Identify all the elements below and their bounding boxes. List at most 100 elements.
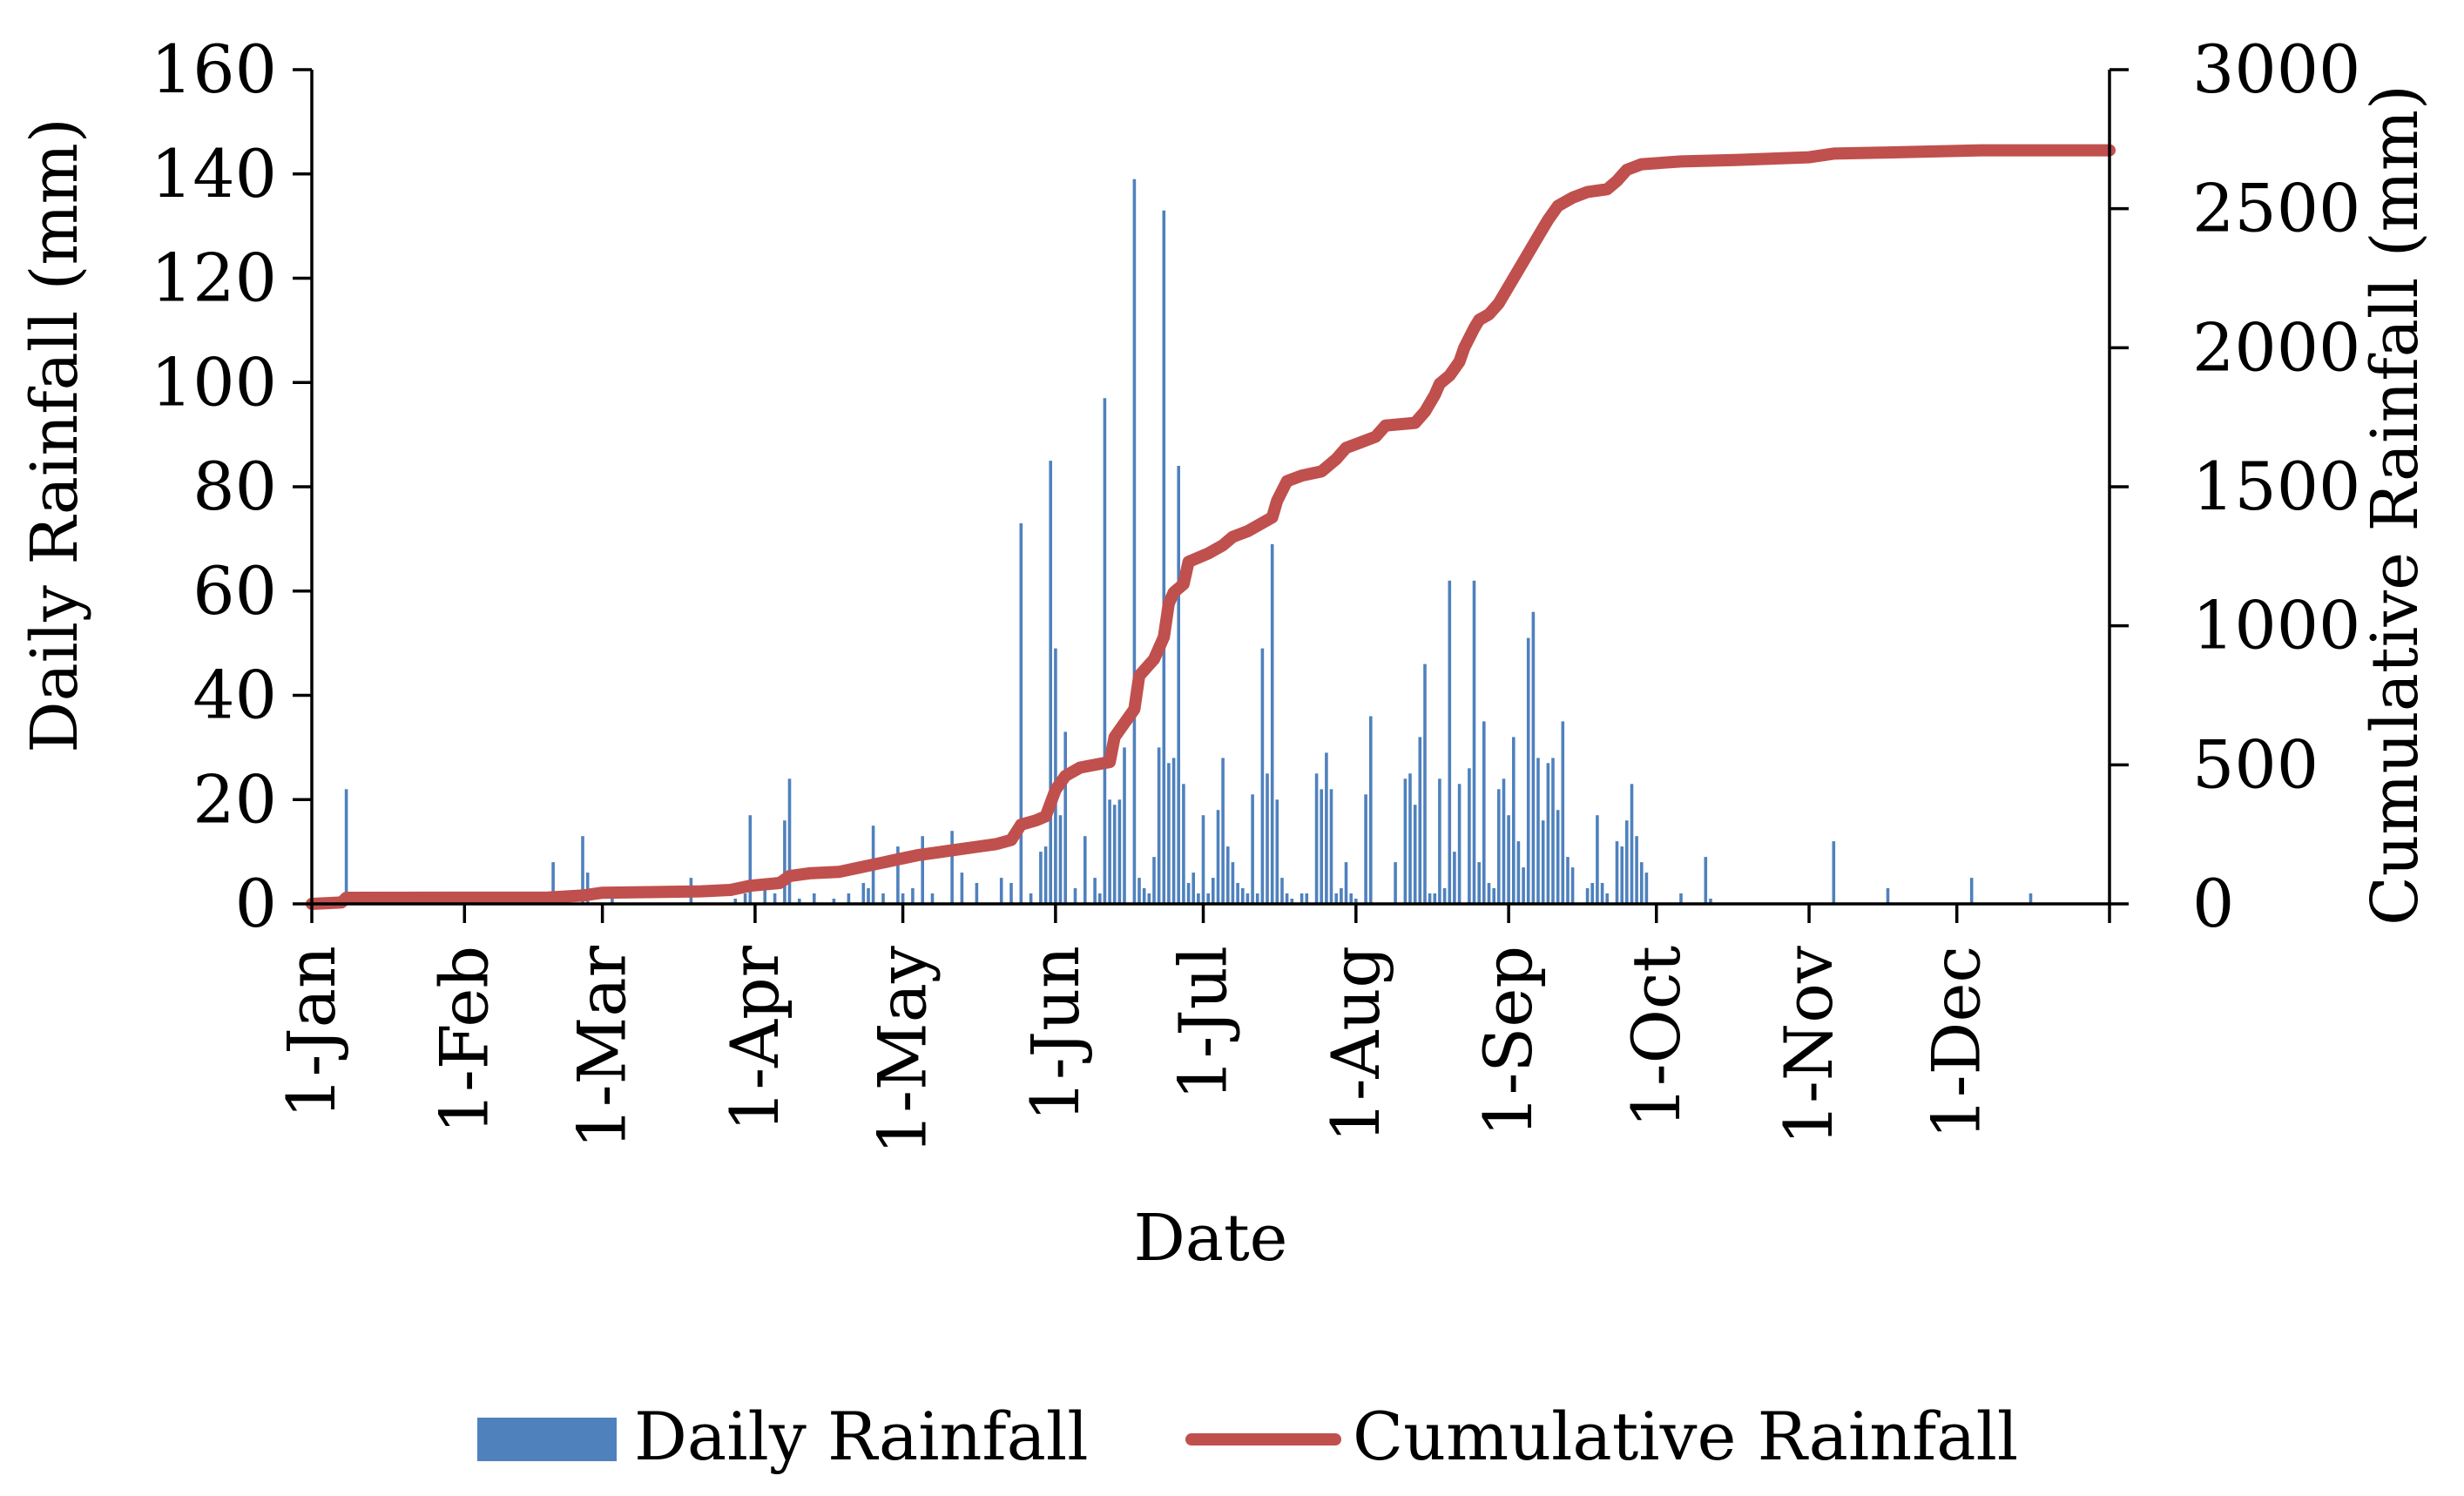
daily-rainfall-bar [1206,893,1210,904]
x-axis-title: Date [1134,1201,1288,1276]
daily-rainfall-bar [950,831,954,904]
daily-rainfall-bar [1477,862,1481,904]
daily-rainfall-bar [1300,893,1304,904]
x-tick-label: 1-Dec [1918,946,1995,1140]
daily-rainfall-bar [1600,883,1604,904]
daily-rainfall-bar [1177,466,1180,904]
cumulative-rainfall-line [306,144,2116,910]
x-tick-label: 1-May [864,946,942,1155]
daily-rainfall-bar [1453,852,1456,904]
y2-tick-label: 2000 [2192,308,2360,386]
daily-rainfall-bar [1241,888,1245,904]
daily-rainfall-bar [1413,805,1417,904]
daily-rainfall-bar [1157,747,1161,904]
daily-rainfall-bar [1260,648,1265,904]
daily-rainfall-bar [1073,888,1077,904]
y-tick-label: 140 [151,135,277,212]
daily-rainfall-bar [1344,862,1348,904]
daily-rainfall-bar [1083,836,1087,904]
daily-rainfall-bar [1541,820,1545,904]
daily-rainfall-bar [1615,841,1619,904]
daily-rainfall-bar [1492,888,1495,904]
y2-tick-label: 3000 [2192,30,2360,108]
daily-rainfall-bar [1152,857,1156,904]
daily-rainfall-bar [763,888,766,904]
daily-rainfall-bar [861,883,866,904]
daily-rainfall-bar [1186,883,1191,904]
daily-rainfall-bar [921,836,924,904]
daily-rainfall-bars [344,179,2033,905]
daily-rainfall-bar [1497,789,1501,904]
daily-rainfall-bar [743,893,747,904]
daily-rainfall-bar [1329,789,1333,904]
x-tick-label: 1-Aug [1317,946,1394,1143]
daily-rainfall-bar [1556,810,1560,904]
y-axis-title: Daily Rainfall (mm) [17,118,92,752]
daily-rainfall-bar [1635,836,1638,904]
daily-rainfall-bar [1325,752,1328,904]
daily-rainfall-bar [1969,878,1974,904]
y-tick-label: 160 [151,30,277,108]
daily-rainfall-bar [1108,799,1111,905]
daily-rainfall-bar [1290,899,1294,904]
daily-rainfall-bar [1644,873,1649,904]
daily-rainfall-bar [1408,773,1412,904]
daily-rainfall-bar [1137,878,1141,904]
daily-rainfall-bar [1236,883,1239,904]
x-tick-label: 1-Mar [564,945,641,1149]
daily-rainfall-bar [930,893,935,904]
x-tick-label: 1-Oct [1617,946,1695,1128]
daily-rainfall-bar [1029,893,1033,904]
legend-label-cumulative-rainfall: Cumulative Rainfall [1353,1398,2018,1475]
daily-rainfall-bar [1171,758,1176,904]
x-tick-label: 1-Jan [273,946,350,1119]
daily-rainfall-bar [1123,747,1126,904]
y-tick-label: 40 [192,657,277,734]
daily-rainfall-bar [832,899,836,904]
daily-rainfall-bar [911,888,915,904]
y2-tick-label: 2500 [2192,170,2360,247]
daily-rainfall-bar [1221,758,1225,904]
daily-rainfall-bar [1442,888,1447,904]
legend-swatch-daily-rainfall [477,1418,617,1461]
daily-rainfall-bar [1438,778,1441,904]
daily-rainfall-bar [1605,893,1609,904]
daily-rainfall-bar [1512,737,1516,904]
daily-rainfall-bar [1167,763,1171,904]
daily-rainfall-bar [999,878,1003,904]
daily-rainfall-bar [1428,893,1432,904]
y2-tick-label: 0 [2192,865,2234,942]
daily-rainfall-bar [1009,883,1013,904]
daily-rainfall-bar [344,789,348,904]
daily-rainfall-bar [1625,820,1629,904]
x-tick-label: 1-Apr [716,945,793,1132]
daily-rainfall-bar [975,883,979,904]
daily-rainfall-bar [585,873,590,904]
daily-rainfall-bar [1216,810,1220,904]
daily-rainfall-bar [581,836,584,904]
y2-tick-label: 500 [2192,725,2319,803]
daily-rainfall-bar [867,888,870,904]
daily-rainfall-bar [1285,893,1289,904]
legend: Daily Rainfall Cumulative Rainfall [477,1398,2018,1475]
daily-rainfall-bar [1468,768,1471,904]
daily-rainfall-bar [1349,893,1353,904]
daily-rainfall-bar [1197,893,1200,904]
daily-rainfall-bar [901,893,905,904]
daily-rainfall-bar [1590,883,1594,904]
daily-rainfall-bar [1280,878,1284,904]
daily-rainfall-bar [881,893,885,904]
daily-rainfall-bar [1305,893,1309,904]
daily-rainfall-bar [1132,179,1137,904]
daily-rainfall-bar [1394,862,1397,904]
daily-rainfall-bar [1320,789,1323,904]
daily-rainfall-bar [1058,815,1063,904]
daily-rainfall-bar [1507,815,1510,904]
daily-rainfall-bar [1482,721,1486,904]
daily-rainfall-bar [1226,846,1230,904]
daily-rainfall-bar [1502,778,1506,904]
daily-rainfall-bar [1620,846,1624,904]
daily-rainfall-bar [783,820,786,904]
daily-rainfall-bar [1334,893,1338,904]
y2-tick-label: 1000 [2192,587,2360,664]
